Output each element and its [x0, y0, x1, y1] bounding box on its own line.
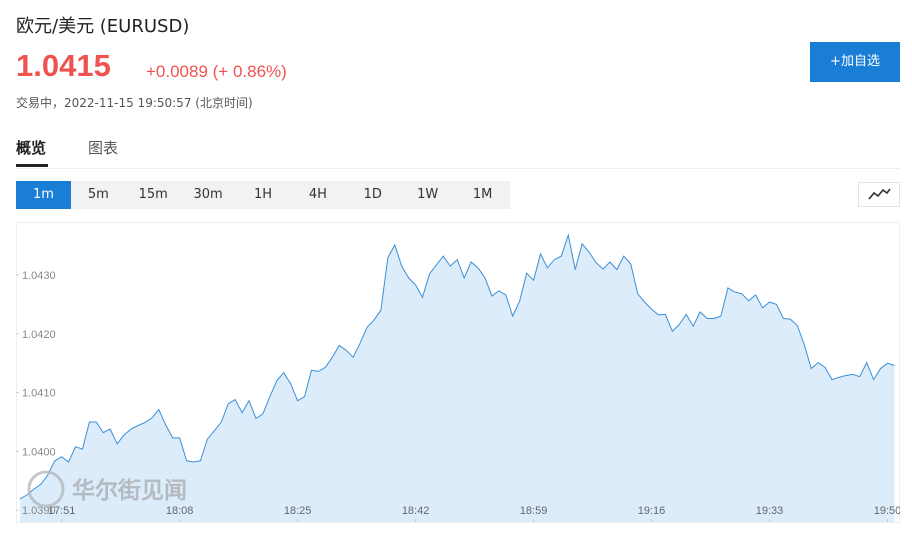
price: 1.0415	[16, 48, 111, 83]
interval-button[interactable]: 30m	[193, 187, 223, 202]
chart: 1.0390 1.0400 1.0410 1.0420 1.0430 17:51 18:08…	[16, 222, 900, 523]
x-tick-label: 18:25	[284, 505, 312, 517]
chart-icon	[868, 188, 891, 200]
interval-button[interactable]: 1m	[16, 181, 71, 209]
interval-button[interactable]: 4H	[308, 187, 327, 202]
x-tick-label: 19:33	[756, 505, 784, 517]
area	[20, 234, 895, 522]
y-tick-label: 1.0430	[22, 270, 56, 282]
interval-button[interactable]: 1D	[363, 187, 382, 202]
interval-button[interactable]: 15m	[138, 187, 168, 202]
y-tick-label: 1.0390	[22, 505, 56, 517]
price-line	[19, 232, 895, 500]
x-tick-label: 17:51	[48, 505, 76, 517]
interval-bar: 1m 5m 15m 30m 1H 4H 1D 1W 1M	[16, 181, 510, 209]
x-tick-label: 18:08	[166, 505, 194, 517]
tab-underline	[16, 164, 48, 167]
interval-button[interactable]: 1H	[253, 187, 273, 202]
chart-type-button[interactable]	[858, 182, 900, 207]
tab[interactable]: 概览	[16, 139, 47, 157]
trade-status: 交易中，2022-11-15 19:50:57 (北京时间)	[16, 96, 253, 110]
interval-button[interactable]: 1M	[472, 187, 493, 202]
tab[interactable]: 图表	[88, 139, 119, 157]
y-tick-label: 1.0410	[22, 388, 56, 400]
watermark: 华尔街见闻	[72, 477, 187, 504]
price-change: +0.0089 (+ 0.86%)	[146, 62, 287, 81]
x-tick-label: 18:59	[520, 505, 548, 517]
divider	[16, 168, 900, 169]
y-tick-label: 1.0400	[22, 446, 56, 458]
interval-button[interactable]: 5m	[87, 187, 109, 202]
x-tick-label: 19:16	[638, 505, 666, 517]
interval-button[interactable]: 1W	[417, 187, 439, 202]
y-tick-label: 1.0420	[22, 329, 56, 341]
pair-title: 欧元/美元 (EURUSD)	[16, 16, 190, 37]
watermark-logo	[27, 470, 65, 508]
add-watchlist-button[interactable]: +加自选	[810, 42, 900, 82]
x-tick-label: 18:42	[402, 505, 430, 517]
x-tick-label: 19:50	[874, 505, 900, 517]
